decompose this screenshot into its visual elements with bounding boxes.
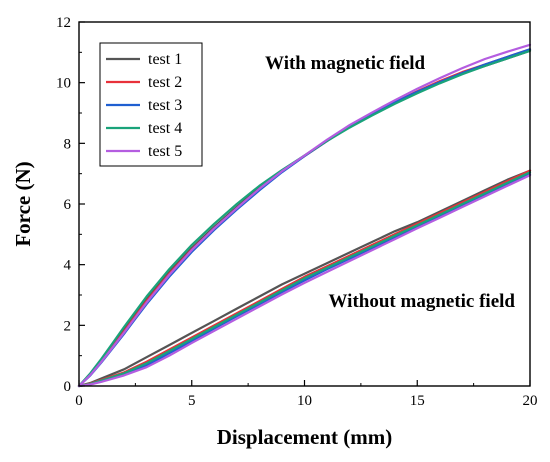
y-tick-label: 6 [64, 197, 72, 213]
series-line-test-1-without-field [77, 169, 532, 388]
series-line-test-4-with-field [77, 49, 532, 388]
y-tick-label: 10 [56, 76, 71, 92]
y-tick-label: 4 [64, 258, 72, 274]
series-line-test-5-without-field [77, 174, 532, 388]
series-line-test-3-without-field [77, 173, 532, 388]
series-layer [77, 43, 532, 388]
legend-label-test-4: test 4 [148, 120, 182, 137]
x-tick-label: 5 [188, 393, 196, 409]
x-tick-label: 15 [410, 393, 425, 409]
annotation-without-field: Without magnetic field [329, 291, 516, 312]
annotation-with-field: With magnetic field [265, 53, 426, 74]
legend-label-test-1: test 1 [148, 51, 182, 68]
x-tick-label: 0 [75, 393, 83, 409]
series-line-test-5-with-field [77, 43, 532, 388]
x-tick-label: 20 [523, 393, 538, 409]
legend-label-test-3: test 3 [148, 97, 182, 114]
x-axis-title: Displacement (mm) [217, 425, 393, 449]
y-tick-label: 2 [64, 318, 72, 334]
y-tick-label: 8 [64, 136, 72, 152]
y-tick-label: 0 [64, 379, 72, 395]
y-axis-title: Force (N) [11, 161, 35, 246]
x-tick-label: 10 [297, 393, 312, 409]
ticks-layer: 0 5 10 15 20 0 2 4 6 8 10 12 [56, 15, 538, 409]
legend-label-test-5: test 5 [148, 143, 182, 160]
series-line-test-2-without-field [77, 169, 532, 388]
series-line-test-4-without-field [77, 171, 532, 388]
y-tick-label: 12 [56, 15, 71, 31]
legend-label-test-2: test 2 [148, 74, 182, 91]
legend: test 1 test 2 test 3 test 4 test 5 [99, 42, 203, 167]
